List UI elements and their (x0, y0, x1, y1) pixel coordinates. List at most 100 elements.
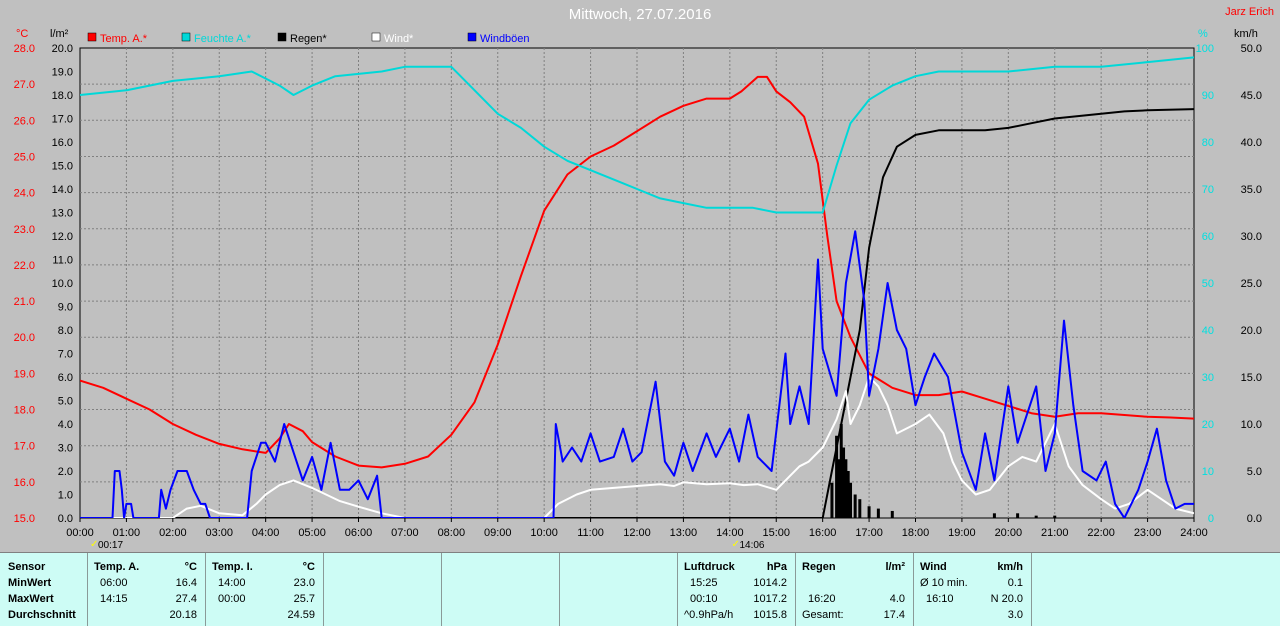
humidity-tick-label: 70 (1202, 184, 1214, 196)
legend-label: Regen* (290, 33, 327, 45)
rain-tick-label: 8.0 (58, 325, 73, 337)
rain-tick-label: 17.0 (52, 114, 73, 126)
wind-tick-label: 40.0 (1241, 137, 1262, 149)
temp-tick-label: 24.0 (14, 188, 35, 200)
x-tick-label: 23:00 (1134, 527, 1162, 539)
temp-i-unit: °C (302, 561, 315, 573)
plot-area (79, 47, 1195, 519)
rain-tick-label: 16.0 (52, 137, 73, 149)
temp-tick-label: 16.0 (14, 477, 35, 489)
wind-tick-label: 25.0 (1241, 278, 1262, 290)
wind-tick-label: 20.0 (1241, 325, 1262, 337)
wind-tick-label: 30.0 (1241, 231, 1262, 243)
legend-swatch (371, 32, 381, 42)
marker-label: 00:17 (98, 540, 123, 550)
rain-tick-label: 13.0 (52, 208, 73, 220)
rain-tick-label: 0.0 (58, 513, 73, 525)
marker-label: 14:06 (739, 540, 764, 550)
x-tick-label: 11:00 (577, 527, 604, 539)
rain-bar (890, 510, 894, 518)
rain-tick-label: 3.0 (58, 443, 73, 455)
rain-bar (846, 471, 850, 518)
rain-tick-label: 14.0 (52, 184, 73, 196)
rain-tick-label: 5.0 (58, 396, 73, 408)
wind-max-time: 16:10 (926, 593, 954, 605)
pressure-max-value: 1017.2 (753, 593, 787, 605)
wind-avg10-label: Ø 10 min. (920, 577, 968, 589)
temp-tick-label: 20.0 (14, 332, 35, 344)
pressure-avg-value: 1015.8 (753, 609, 787, 621)
pressure-column: Luftdruck hPa 15:25 1014.2 00:10 1017.2 … (678, 553, 796, 626)
temp-tick-label: 18.0 (14, 405, 35, 417)
temp-tick-label: 23.0 (14, 224, 35, 236)
legend-swatch (277, 32, 287, 42)
rain-bar (1016, 513, 1020, 518)
x-tick-label: 06:00 (345, 527, 373, 539)
rain-total-value: 17.4 (883, 609, 905, 621)
temp-i-header: Temp. I. (212, 561, 253, 573)
temp-a-unit: °C (184, 561, 197, 573)
weather-chart: 00:00 01:00 02:00 03:00 04:00 05:00 06:00 07:00… (13, 6, 1274, 550)
temp-axis-label: °C (16, 28, 28, 40)
rain-tick-label: 9.0 (58, 302, 73, 314)
pressure-min-time: 15:25 (690, 577, 718, 589)
humidity-tick-label: 10 (1202, 466, 1214, 478)
temp-i-avg-value: 24.59 (287, 609, 315, 621)
x-tick-label: 15:00 (762, 527, 790, 539)
x-tick-label: 22:00 (1087, 527, 1115, 539)
legend-label: Temp. A.* (100, 33, 148, 45)
author-label: Jarz Erich (1225, 6, 1274, 18)
wind-avg10-value: 0.1 (1007, 577, 1023, 589)
temp-a-column: Temp. A. °C 06:00 16.4 14:15 27.4 20.18 (88, 553, 206, 626)
x-tick-label: 10:00 (530, 527, 558, 539)
humidity-tick-label: 50 (1202, 278, 1214, 290)
humidity-tick-label: 90 (1202, 90, 1214, 102)
wind-tick-label: 5.0 (1247, 466, 1262, 478)
statistics-panel: Sensor MinWert MaxWert Durchschnitt Temp… (0, 552, 1280, 626)
sensor-header: Sensor (8, 561, 46, 573)
marker-icon: ✓ (90, 539, 98, 550)
humidity-tick-label: 40 (1202, 325, 1214, 337)
rain-bar (1053, 515, 1057, 518)
pressure-max-time: 00:10 (690, 593, 718, 605)
temp-tick-label: 28.0 (14, 43, 35, 55)
humidity-tick-label: 60 (1202, 231, 1214, 243)
rain-bar (1034, 515, 1038, 518)
chart-title: Mittwoch, 27.07.2016 (568, 6, 712, 23)
rain-bar (858, 499, 862, 518)
x-tick-label: 20:00 (995, 527, 1023, 539)
series-line (80, 376, 1194, 518)
x-tick-label: 04:00 (252, 527, 280, 539)
temp-tick-label: 25.0 (14, 151, 35, 163)
rain-bar (839, 424, 843, 518)
temp-a-max-value: 27.4 (175, 593, 197, 605)
pressure-trend: ^0.9hPa/h (684, 609, 734, 621)
x-tick-label: 01:00 (113, 527, 141, 539)
rain-bar (876, 508, 880, 518)
rain-header: Regen (802, 561, 836, 573)
rain-max-time: 16:20 (808, 593, 836, 605)
temp-tick-label: 21.0 (14, 296, 35, 308)
wind-tick-label: 0.0 (1247, 513, 1262, 525)
humidity-tick-label: 80 (1202, 137, 1214, 149)
rain-tick-label: 2.0 (58, 466, 73, 478)
rain-bar (992, 513, 996, 518)
empty-column-2 (442, 553, 560, 626)
row-label-max: MaxWert (8, 593, 54, 605)
temp-i-min-value: 23.0 (293, 577, 315, 589)
wind-tick-label: 35.0 (1241, 184, 1262, 196)
row-label-avg: Durchschnitt (8, 609, 76, 621)
legend-label: Windböen (480, 33, 530, 45)
x-tick-label: 21:00 (1041, 527, 1069, 539)
rain-bar (837, 459, 841, 518)
rain-tick-label: 7.0 (58, 349, 73, 361)
wind-axis-label: km/h (1234, 28, 1258, 40)
x-tick-label: 00:00 (66, 527, 94, 539)
wind-unit: km/h (997, 561, 1023, 573)
rain-tick-label: 10.0 (52, 278, 73, 290)
x-tick-label: 18:00 (902, 527, 930, 539)
pressure-header: Luftdruck (684, 561, 735, 573)
rain-unit: l/m² (885, 561, 905, 573)
rain-tick-label: 12.0 (52, 231, 73, 243)
row-label-min: MinWert (8, 577, 52, 589)
